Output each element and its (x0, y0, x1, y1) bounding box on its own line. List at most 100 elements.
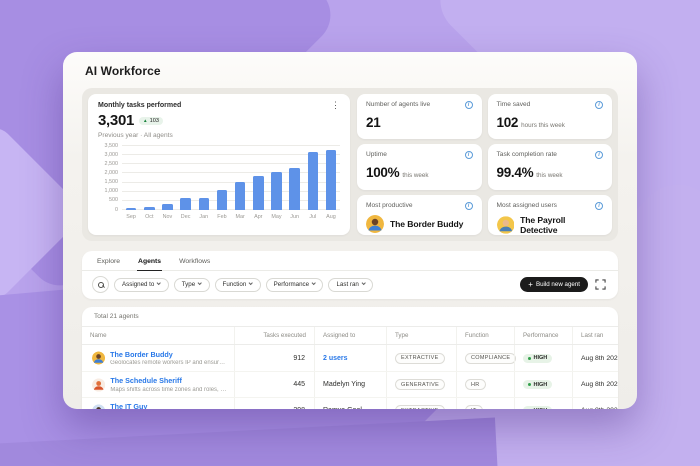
filter-pill-label: Last ran (336, 281, 359, 288)
bar-dec (180, 198, 191, 210)
type-badge: GENERATIVE (395, 379, 446, 390)
info-icon[interactable]: i (595, 101, 603, 109)
column-header-function: Function (456, 327, 514, 344)
y-tick-label: 3,500 (104, 142, 119, 149)
kebab-menu-icon[interactable]: ⋮ (331, 100, 340, 110)
filter-pill-performance[interactable]: Performance (265, 277, 324, 292)
stat-card-time-saved-value: 102 (496, 115, 519, 130)
search-button[interactable] (92, 276, 109, 293)
stat-card-time-saved-label: Time saved (496, 101, 531, 108)
expand-icon (595, 279, 606, 290)
filter-pill-label: Type (181, 281, 196, 288)
stat-card-number-of-agents-live-value-row: 21 (366, 115, 473, 130)
info-icon[interactable]: i (595, 151, 603, 159)
bar-may (271, 171, 282, 210)
stat-card-time-saved-header: Time saved i (496, 101, 603, 109)
stat-card-task-completion-rate-suffix: this week (536, 172, 563, 179)
function-badge: COMPLIANCE (465, 352, 517, 364)
x-tick-label: Jul (309, 214, 317, 220)
type-badge: EXTRACTIVE (395, 352, 445, 364)
filter-toolbar: Assigned to Type Function Performance Last r… (82, 271, 618, 299)
stat-card-time-saved-value-row: 102 hours this week (497, 115, 604, 130)
agent-name-stack: The IT GuyRecommends the exact equipment… (110, 402, 228, 409)
bar-jan (198, 197, 210, 210)
agent-description: Geolocates remote workers IP and ensures… (110, 360, 228, 367)
stat-card-most-assigned-users: Most assigned users i The Payroll Detecti… (487, 195, 612, 235)
table-row[interactable]: The Schedule Sheriff Maps shifts across t… (82, 371, 618, 397)
info-icon[interactable]: i (464, 151, 473, 159)
x-tick-label: Oct (145, 214, 154, 220)
filter-pill-function[interactable]: Function (214, 277, 261, 292)
chart-y-axis: 0 500 1,000 1,500 2,000 2,500 3,000 3,500 (98, 142, 122, 213)
tab-agents[interactable]: Agents (137, 251, 163, 271)
stats-grid: Number of agents live i 21 Time saved i 102 ho… (357, 94, 612, 235)
chart-gridline (122, 172, 340, 174)
performance-dot-icon (528, 383, 531, 386)
build-new-agent-button[interactable]: + Build new agent (520, 277, 588, 292)
performance-badge: HIGH (523, 380, 553, 389)
table-row[interactable]: The Border Buddy Geolocates remote worker… (82, 345, 618, 371)
chevron-down-icon (248, 280, 254, 286)
stat-card-number-of-agents-live: Number of agents live i 21 (357, 94, 482, 139)
agent-avatar (92, 377, 106, 392)
chart-gridline (122, 190, 340, 192)
bar-slot (140, 207, 158, 210)
performance-cell: HIGH (514, 372, 572, 397)
bar-slot (249, 175, 267, 210)
monthly-tasks-value: 3,301 (98, 112, 135, 129)
info-icon[interactable]: i (464, 202, 473, 210)
table-header-row: Name Tasks executed Assigned to Type Functio… (82, 327, 618, 345)
filter-pill-type[interactable]: Type (173, 277, 210, 292)
plus-icon: + (528, 279, 533, 289)
agent-name-cell: The Border Buddy Geolocates remote worker… (82, 345, 234, 371)
x-tick-label: Mar (235, 214, 245, 220)
stat-card-task-completion-rate-label: Task completion rate (496, 151, 557, 158)
filter-pill-last-ran[interactable]: Last ran (328, 277, 374, 292)
assigned-to-cell: Ramya Goel (314, 398, 386, 409)
dashboard-panel: Monthly tasks performed ⋮ 3,301 ▲ 103 Pr… (82, 88, 618, 241)
agent-name-link[interactable]: The Border Buddy (110, 349, 173, 359)
bar-nov (162, 203, 173, 210)
stat-card-time-saved: Time saved i 102 hours this week (487, 94, 612, 139)
agent-name-link[interactable]: The IT Guy (110, 402, 148, 409)
expand-button[interactable] (593, 277, 608, 292)
tabs-card: Explore Agents Workflows Assigned to Type Fu… (82, 251, 618, 299)
tab-workflows[interactable]: Workflows (179, 258, 211, 265)
table-row[interactable]: The IT GuyRecommends the exact equipment… (82, 397, 618, 409)
bar-chart: 0 500 1,000 1,500 2,000 2,500 3,000 3,500 (98, 142, 340, 213)
chart-gridline (122, 199, 340, 201)
agent-name-stack: The Border Buddy Geolocates remote worker… (110, 350, 228, 367)
function-cell: HR (456, 372, 514, 397)
stat-card-most-productive-label: Most productive (366, 202, 413, 209)
stat-card-task-completion-rate-value: 99.4% (496, 165, 534, 180)
performance-badge: HIGH (523, 406, 553, 409)
stat-card-most-assigned-users-name: The Payroll Detective (520, 215, 566, 235)
x-tick-label: Sep (126, 214, 136, 220)
agents-table-card: Total 21 agents Name Tasks executed Assign… (82, 307, 618, 409)
table-summary: Total 21 agents (82, 307, 618, 327)
column-header-tasks-executed: Tasks executed (234, 327, 314, 344)
function-badge: HR (465, 379, 486, 390)
performance-dot-icon (528, 356, 531, 360)
x-tick-label: May (271, 214, 282, 220)
performance-cell: HIGH (514, 345, 572, 371)
last-ran-cell: Aug 8th 2025 (572, 345, 618, 371)
info-icon[interactable]: i (595, 202, 603, 210)
y-tick-label: 2,500 (104, 160, 119, 167)
bar-slot (158, 203, 176, 210)
tab-explore[interactable]: Explore (97, 258, 121, 265)
tasks-executed-cell: 298 (234, 398, 314, 409)
filter-pill-label: Assigned to (122, 281, 155, 288)
agent-name-link[interactable]: The Schedule Sheriff (110, 376, 182, 386)
bar-slot (231, 182, 249, 210)
filter-pill-assigned-to[interactable]: Assigned to (114, 277, 169, 292)
assigned-to-cell[interactable]: 2 users (314, 345, 386, 371)
bar-sep (125, 208, 137, 210)
chart-gridline (122, 209, 340, 210)
bar-slot (122, 208, 140, 210)
info-icon[interactable]: i (464, 101, 473, 109)
performance-cell: HIGH (514, 398, 572, 409)
function-badge: IT (465, 405, 483, 409)
app-window: AI Workforce Monthly tasks performed ⋮ 3… (63, 52, 637, 409)
bar-slot (177, 198, 195, 210)
